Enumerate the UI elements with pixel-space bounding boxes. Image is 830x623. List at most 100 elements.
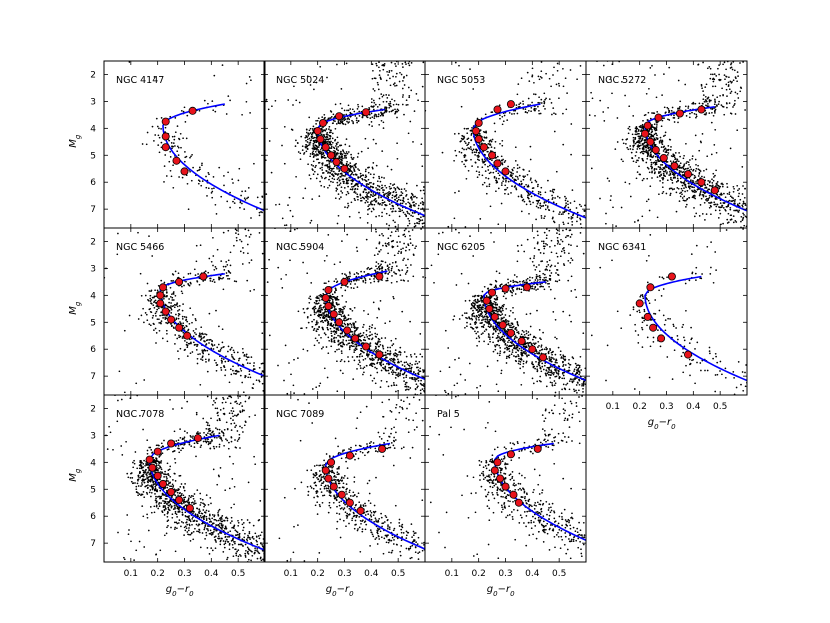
star-point: [154, 289, 156, 292]
star-point: [454, 216, 456, 218]
star-point: [488, 164, 491, 167]
star-point: [280, 375, 282, 377]
star-point: [642, 119, 644, 122]
star-point: [505, 179, 507, 182]
star-point: [705, 187, 708, 189]
star-point: [180, 146, 182, 149]
star-point: [375, 142, 377, 145]
star-point: [378, 177, 381, 180]
star-point: [305, 150, 308, 153]
star-point: [447, 378, 449, 380]
star-point: [470, 134, 473, 136]
star-point: [700, 85, 703, 87]
star-point: [723, 61, 726, 64]
star-point: [714, 109, 716, 112]
star-point: [261, 382, 264, 385]
star-point: [381, 199, 384, 202]
ridge-point: [493, 105, 502, 114]
star-point: [202, 349, 205, 352]
star-point: [711, 73, 714, 76]
y-tick-label: 4: [90, 124, 96, 134]
star-point: [229, 99, 231, 102]
star-point: [184, 151, 186, 153]
star-point: [597, 225, 599, 227]
star-point: [630, 151, 633, 154]
star-point: [606, 177, 609, 180]
star-point: [504, 177, 507, 180]
star-point: [372, 176, 375, 179]
star-point: [308, 129, 311, 132]
star-point: [638, 144, 641, 147]
star-point: [376, 81, 379, 84]
star-point: [435, 204, 437, 206]
star-point: [768, 209, 770, 211]
star-point: [325, 135, 328, 138]
star-point: [225, 274, 228, 277]
star-point: [123, 391, 126, 394]
star-point: [401, 199, 404, 202]
star-point: [672, 160, 675, 163]
star-point: [450, 211, 452, 213]
star-point: [768, 218, 770, 220]
star-point: [620, 226, 622, 228]
star-point: [149, 300, 152, 302]
star-point: [579, 223, 582, 225]
star-point: [204, 333, 206, 335]
star-point: [491, 159, 493, 162]
star-point: [352, 287, 355, 290]
star-point: [729, 80, 732, 83]
star-point: [172, 164, 174, 167]
star-point: [648, 171, 651, 174]
star-point: [706, 105, 709, 107]
star-point: [728, 191, 731, 194]
star-point: [669, 138, 672, 141]
star-point: [369, 185, 372, 188]
star-point: [507, 193, 510, 195]
star-point: [173, 327, 175, 329]
star-point: [384, 110, 387, 113]
star-point: [328, 125, 331, 128]
star-point: [367, 171, 370, 174]
star-point: [299, 152, 302, 155]
star-point: [692, 101, 695, 104]
star-point: [718, 78, 720, 81]
star-point: [365, 199, 368, 202]
star-point: [530, 177, 532, 180]
star-point: [391, 210, 394, 213]
star-point: [380, 119, 383, 122]
star-point: [278, 396, 280, 398]
star-point: [177, 317, 180, 320]
star-point: [711, 111, 713, 114]
star-point: [403, 113, 405, 116]
star-point: [515, 187, 517, 189]
star-point: [398, 188, 401, 191]
star-point: [464, 226, 467, 228]
ridge-point: [161, 132, 170, 141]
star-point: [775, 227, 777, 229]
star-point: [208, 173, 210, 176]
star-point: [372, 108, 375, 111]
star-point: [795, 227, 797, 229]
star-point: [649, 117, 652, 120]
star-points: [128, 61, 264, 219]
star-point: [237, 370, 240, 373]
star-point: [502, 120, 505, 123]
star-point: [803, 218, 805, 220]
star-point: [400, 188, 403, 191]
star-point: [421, 201, 424, 203]
star-point: [349, 165, 351, 167]
star-point: [204, 358, 207, 361]
star-point: [356, 195, 359, 198]
star-point: [641, 157, 644, 160]
star-point: [526, 173, 529, 176]
star-point: [211, 280, 214, 283]
star-point: [280, 390, 282, 392]
star-point: [681, 189, 684, 192]
star-point: [685, 142, 687, 145]
star-point: [390, 201, 393, 204]
star-point: [756, 197, 758, 199]
star-point: [153, 300, 156, 303]
star-point: [170, 305, 172, 307]
star-point: [499, 142, 501, 145]
